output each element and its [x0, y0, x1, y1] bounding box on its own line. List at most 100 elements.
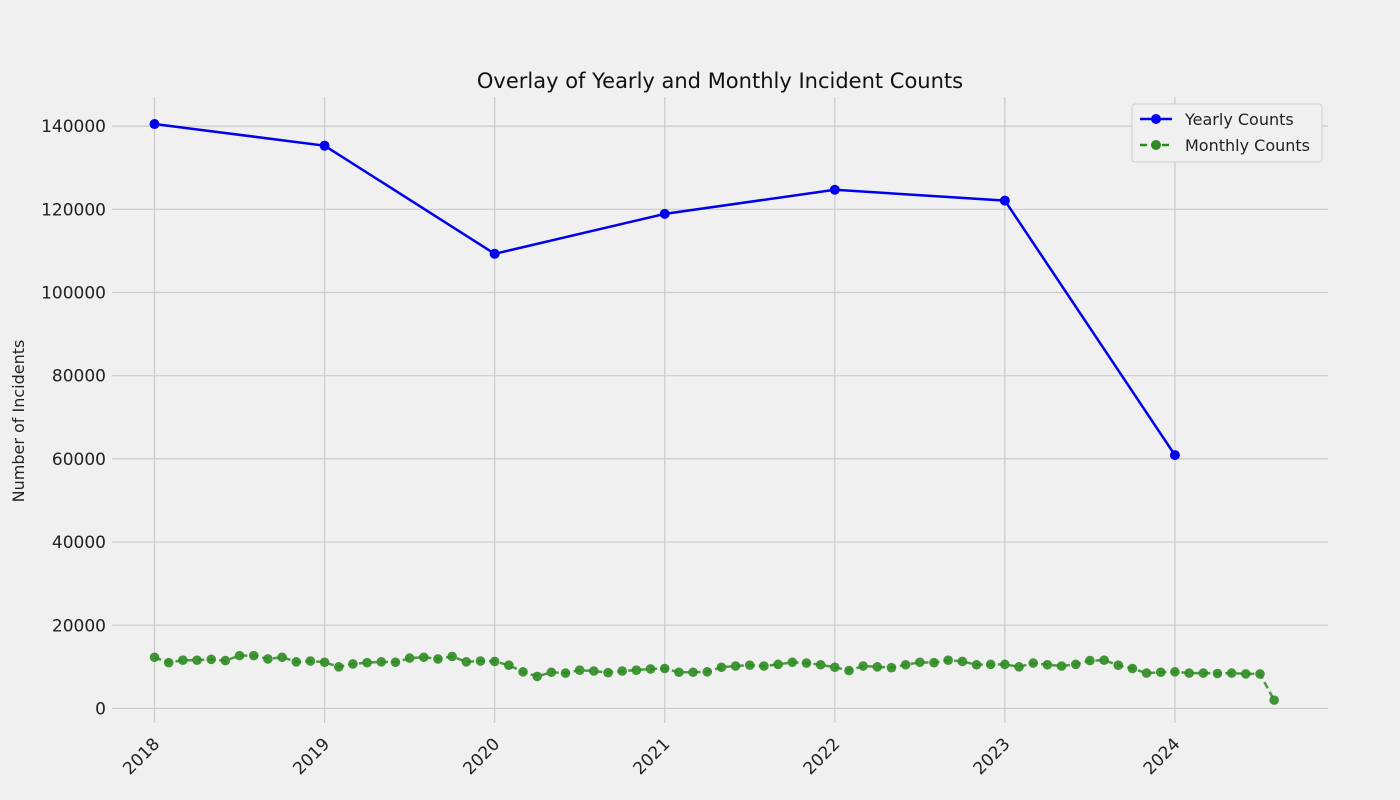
- monthly-data-point: [489, 656, 500, 667]
- monthly-data-point: [277, 652, 287, 663]
- legend-box: [1131, 103, 1323, 163]
- monthly-data-point: [900, 659, 911, 670]
- monthly-data-point: [702, 667, 713, 677]
- monthly-data-point: [149, 652, 160, 663]
- monthly-data-point: [475, 656, 486, 666]
- monthly-data-point: [504, 660, 514, 670]
- y-tick-label: 100000: [41, 283, 106, 303]
- monthly-data-point: [1212, 668, 1223, 679]
- monthly-data-point: [1127, 663, 1138, 674]
- monthly-data-point: [815, 659, 826, 670]
- monthly-data-point: [532, 671, 542, 682]
- monthly-data-point: [319, 657, 330, 668]
- legend: Yearly Counts Monthly Counts: [1131, 103, 1323, 163]
- monthly-data-point: [631, 665, 642, 675]
- monthly-data-point: [376, 657, 387, 667]
- yearly-data-point: [1169, 450, 1180, 461]
- monthly-data-point: [1113, 660, 1124, 670]
- monthly-data-point: [263, 654, 273, 664]
- monthly-data-point: [659, 663, 670, 674]
- monthly-data-point: [291, 657, 302, 667]
- monthly-data-point: [234, 650, 245, 661]
- monthly-data-point: [801, 658, 812, 668]
- monthly-data-point: [1255, 669, 1265, 679]
- yearly-data-point: [149, 119, 160, 130]
- monthly-data-point: [943, 655, 953, 665]
- monthly-data-point: [433, 654, 443, 664]
- monthly-data-point: [744, 660, 755, 670]
- yearly-data-point: [659, 208, 670, 219]
- monthly-data-point: [362, 657, 372, 668]
- y-tick-label: 120000: [41, 200, 106, 220]
- y-tick-label: 60000: [52, 450, 106, 470]
- monthly-data-point: [787, 657, 798, 668]
- monthly-data-point: [1028, 658, 1039, 668]
- legend-monthly-label: Monthly Counts: [1185, 136, 1310, 155]
- series: [149, 119, 1279, 705]
- monthly-data-point: [1269, 695, 1279, 705]
- monthly-data-point: [220, 655, 231, 666]
- yearly-data-point: [829, 184, 840, 195]
- monthly-data-point: [390, 657, 401, 668]
- monthly-data-point: [447, 651, 457, 662]
- monthly-data-point: [461, 657, 472, 667]
- monthly-data-point: [1056, 661, 1067, 671]
- monthly-data-point: [730, 661, 741, 671]
- monthly-data-point: [759, 661, 769, 671]
- y-axis-label: Number of Incidents: [9, 340, 28, 503]
- monthly-data-point: [560, 668, 571, 678]
- monthly-data-point: [688, 667, 698, 678]
- yearly-data-point: [319, 140, 330, 151]
- monthly-data-point: [589, 666, 599, 676]
- legend-monthly-marker: [1151, 140, 1161, 150]
- monthly-data-point: [971, 659, 982, 670]
- monthly-data-point: [645, 664, 656, 674]
- monthly-data-point: [348, 659, 358, 669]
- monthly-data-point: [404, 653, 415, 663]
- monthly-data-point: [617, 666, 628, 676]
- legend-yearly-label: Yearly Counts: [1184, 110, 1294, 129]
- monthly-data-point: [1070, 659, 1081, 670]
- monthly-data-point: [1099, 655, 1109, 665]
- y-tick-label: 80000: [52, 367, 106, 387]
- monthly-data-point: [1240, 669, 1251, 679]
- monthly-data-point: [1042, 659, 1053, 670]
- monthly-data-point: [603, 667, 613, 678]
- monthly-data-point: [1170, 667, 1180, 677]
- monthly-data-point: [305, 656, 316, 666]
- monthly-data-point: [844, 665, 854, 676]
- yearly-data-point: [999, 195, 1010, 206]
- y-tick-label: 140000: [41, 117, 106, 137]
- monthly-data-point: [163, 657, 174, 668]
- monthly-data-point: [546, 667, 557, 678]
- monthly-data-point: [1014, 662, 1024, 672]
- monthly-data-point: [178, 655, 188, 665]
- grid: [112, 97, 1328, 723]
- monthly-data-point: [1000, 659, 1010, 670]
- y-tick-label: 20000: [52, 616, 106, 636]
- monthly-data-point: [1198, 668, 1209, 678]
- monthly-data-point: [206, 654, 217, 665]
- monthly-data-point: [1226, 668, 1237, 678]
- monthly-data-point: [1184, 668, 1194, 678]
- monthly-data-point: [829, 662, 840, 673]
- monthly-data-point: [957, 656, 968, 667]
- chart-title: Overlay of Yearly and Monthly Incident C…: [477, 69, 963, 93]
- monthly-data-point: [858, 661, 868, 671]
- monthly-data-point: [192, 655, 202, 665]
- monthly-data-point: [985, 659, 996, 670]
- monthly-data-point: [1085, 655, 1095, 666]
- y-tick-label: 40000: [52, 533, 106, 553]
- monthly-data-point: [886, 662, 897, 673]
- monthly-data-point: [1155, 667, 1166, 678]
- monthly-data-point: [574, 665, 585, 675]
- yearly-data-point: [489, 248, 500, 259]
- monthly-data-point: [915, 657, 925, 668]
- monthly-data-point: [929, 657, 939, 668]
- monthly-data-point: [1141, 668, 1152, 678]
- y-tick-label: 0: [95, 699, 106, 719]
- monthly-data-point: [418, 652, 429, 663]
- monthly-data-point: [773, 659, 783, 670]
